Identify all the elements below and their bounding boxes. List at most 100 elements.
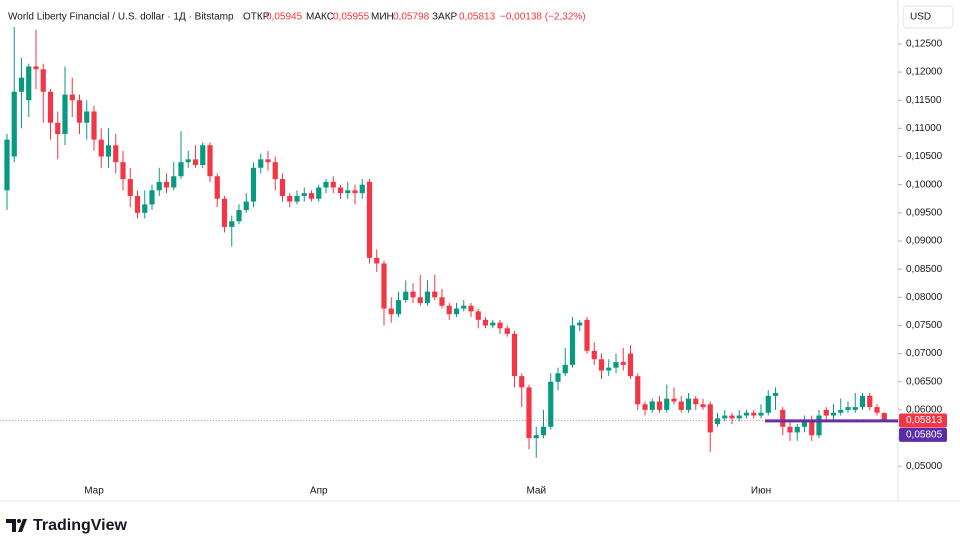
candle-body [497,322,503,329]
candle-body [410,291,416,298]
candle-body [577,322,583,326]
candle-body [258,159,264,168]
candle-body [279,179,286,196]
candle-body [533,435,539,439]
y-tick-label: 0,05000 [906,461,943,472]
candle-body [475,311,481,320]
candle-body [214,176,220,199]
y-tick-label: 0,07500 [906,320,943,331]
candle-body [461,305,467,309]
line-price-box [899,427,947,442]
candle-body [18,77,25,92]
candle-body [424,291,431,303]
last-price-box [899,413,947,428]
candle-body [359,184,365,194]
candle-body [105,145,112,157]
candle-body [33,66,39,70]
candle-body [287,195,293,202]
candle-body [308,193,315,199]
candle-body [272,162,278,180]
candle-body [134,195,141,213]
candle-body [127,179,133,196]
candle-body [374,257,380,264]
candle-body [584,319,590,351]
candle-body [47,91,54,123]
candle-body [816,415,822,436]
candle-body [55,122,61,135]
candle-body [337,187,344,194]
y-tick-label: 0,10500 [906,151,943,162]
candle-body [345,190,351,194]
candle-body [98,139,104,157]
y-tick-label: 0,09500 [906,207,943,218]
legend-label: ЗАКР [432,12,458,23]
logo [6,519,27,532]
chart-title: World Liberty Financial / U.S. dollar · … [8,12,234,23]
candle-body [801,421,808,427]
candle-body [642,404,648,410]
candle-body [294,195,300,202]
candle-body [120,162,126,180]
candle-body [185,159,191,163]
candle-body [736,415,742,419]
candle-body [722,415,728,419]
candle-body [381,263,387,309]
candle-body [852,407,858,410]
legend-label: МИН [371,12,394,23]
candle-body [236,210,242,222]
candle-body [540,426,547,436]
legend-value: 0,05955 [333,12,370,23]
candle-body [627,353,634,377]
candle-body [403,291,409,301]
candle-body [504,328,510,334]
legend-label: МАКС [306,12,334,23]
candle-body [751,412,757,416]
candle-body [207,145,213,177]
candle-body [569,325,576,365]
candle-body [649,401,655,410]
candle-body [685,398,692,410]
candle-body [91,111,97,140]
y-tick-label: 0,10000 [906,179,943,190]
candle-body [178,162,184,177]
candle-body [867,395,873,408]
candle-body [772,393,779,396]
candle-body [4,139,10,191]
legend-label: ОТКР [243,12,270,23]
candle-body [316,187,322,199]
candle-body [787,426,793,433]
logo-icon [6,519,27,532]
candle-body [555,373,561,382]
candle-body [69,94,75,101]
candle-body [838,409,844,413]
candle-body [265,159,271,163]
candle-body [76,100,83,123]
candle-body [809,421,815,436]
y-tick-label: 0,12500 [906,39,943,50]
candle-body [794,426,800,433]
candle-body [693,398,699,405]
candle-body [613,362,619,368]
candle-body [678,401,684,410]
legend-value: 0,05945 [266,12,303,23]
candle-body [671,398,677,402]
candle-body [780,409,786,427]
legend-value: 0,05813 [459,12,496,23]
candle-body [526,387,532,439]
legend-value: 0,05798 [393,12,430,23]
candle-body [192,159,199,165]
candle-body [511,333,518,377]
candle-body [714,418,721,424]
currency-button[interactable] [902,5,954,29]
candle-body [156,181,162,191]
candle-body [417,297,423,303]
brand: TradingView [33,517,128,534]
line-price-label: 0,05805 [906,430,943,441]
candle-body [395,300,402,315]
candle-body [62,94,68,135]
candle-body [664,398,670,410]
candle-body [171,176,177,188]
candle-body [163,181,170,188]
